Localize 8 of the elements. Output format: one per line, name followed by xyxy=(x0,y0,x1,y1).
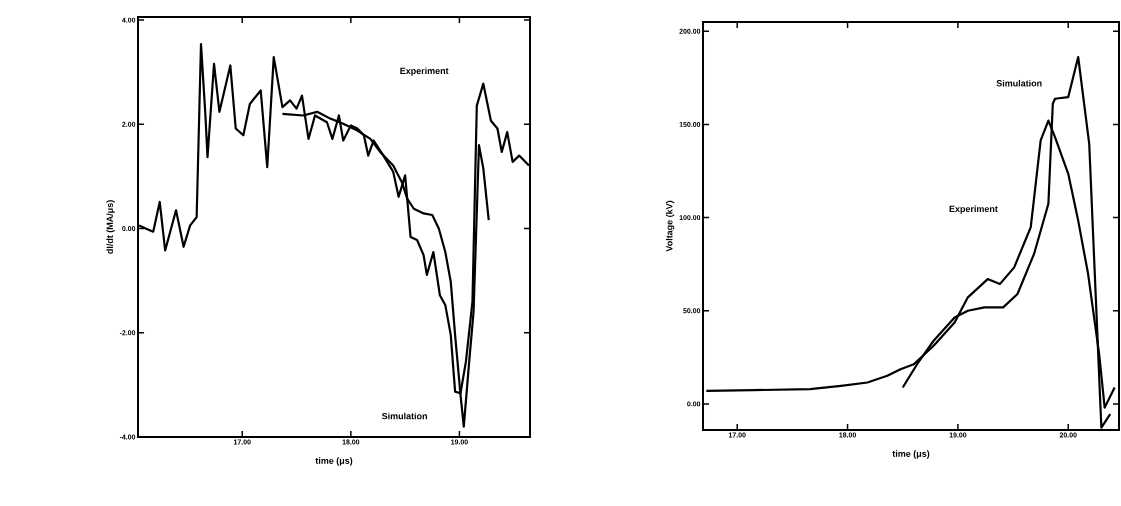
y-axis-title: Voltage (kV) xyxy=(665,200,675,252)
annotation: Simulation xyxy=(381,412,427,420)
annotation: Simulation xyxy=(996,79,1042,87)
y-axis-title: dI/dt (MA/μs) xyxy=(106,200,115,254)
x-axis-title: time (μs) xyxy=(315,457,353,466)
x-axis-title: time (μs) xyxy=(892,450,930,459)
annotation: Experiment xyxy=(949,205,998,214)
annotation: Experiment xyxy=(400,67,449,76)
